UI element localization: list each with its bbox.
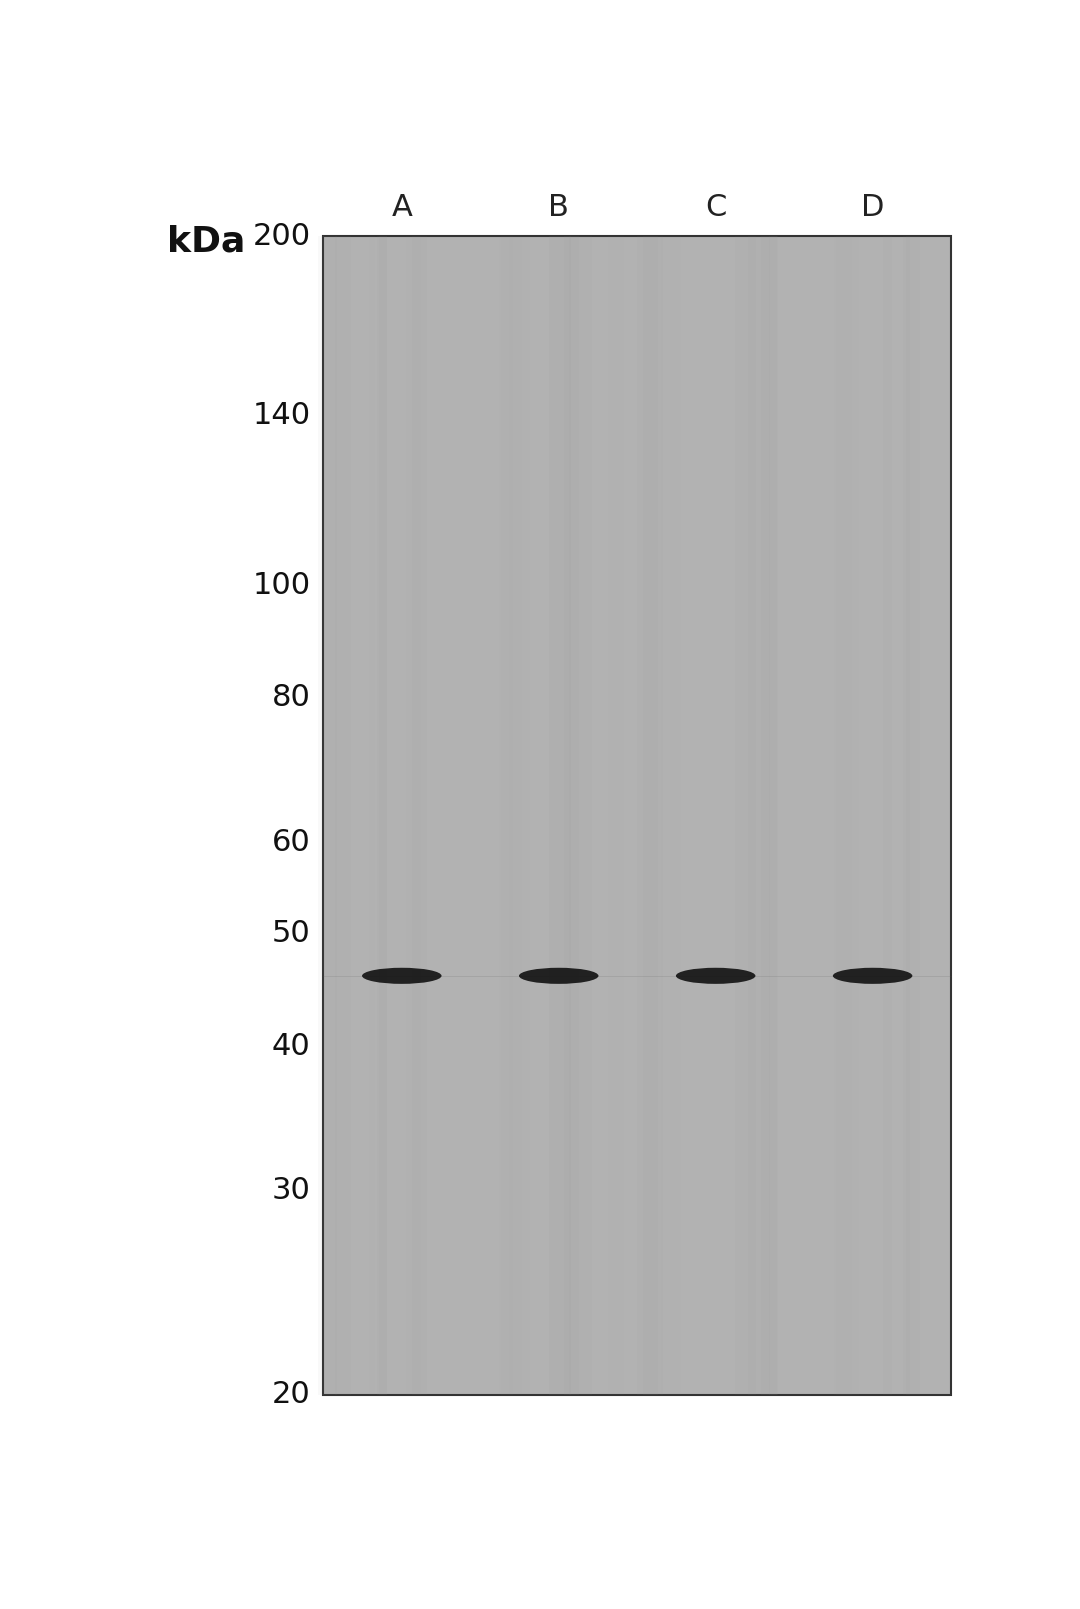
FancyBboxPatch shape: [747, 237, 770, 1395]
Text: D: D: [861, 193, 885, 222]
FancyBboxPatch shape: [771, 237, 778, 1395]
Text: 80: 80: [272, 682, 311, 711]
Text: 30: 30: [272, 1176, 311, 1205]
Text: 200: 200: [253, 222, 311, 251]
Text: kDa: kDa: [167, 224, 245, 257]
Ellipse shape: [833, 967, 913, 983]
Text: 140: 140: [253, 401, 311, 430]
FancyBboxPatch shape: [377, 237, 388, 1395]
Text: 60: 60: [272, 827, 311, 856]
Text: 40: 40: [272, 1031, 311, 1060]
FancyBboxPatch shape: [564, 237, 579, 1395]
Ellipse shape: [676, 967, 755, 983]
Ellipse shape: [362, 967, 442, 983]
FancyBboxPatch shape: [335, 237, 351, 1395]
Text: 50: 50: [272, 919, 311, 948]
FancyBboxPatch shape: [769, 237, 777, 1395]
Text: C: C: [705, 193, 727, 222]
Text: B: B: [549, 193, 569, 222]
Text: 20: 20: [272, 1381, 311, 1409]
Ellipse shape: [519, 967, 598, 983]
FancyBboxPatch shape: [323, 237, 951, 1395]
FancyBboxPatch shape: [906, 237, 920, 1395]
Text: 100: 100: [253, 571, 311, 600]
Text: A: A: [391, 193, 413, 222]
